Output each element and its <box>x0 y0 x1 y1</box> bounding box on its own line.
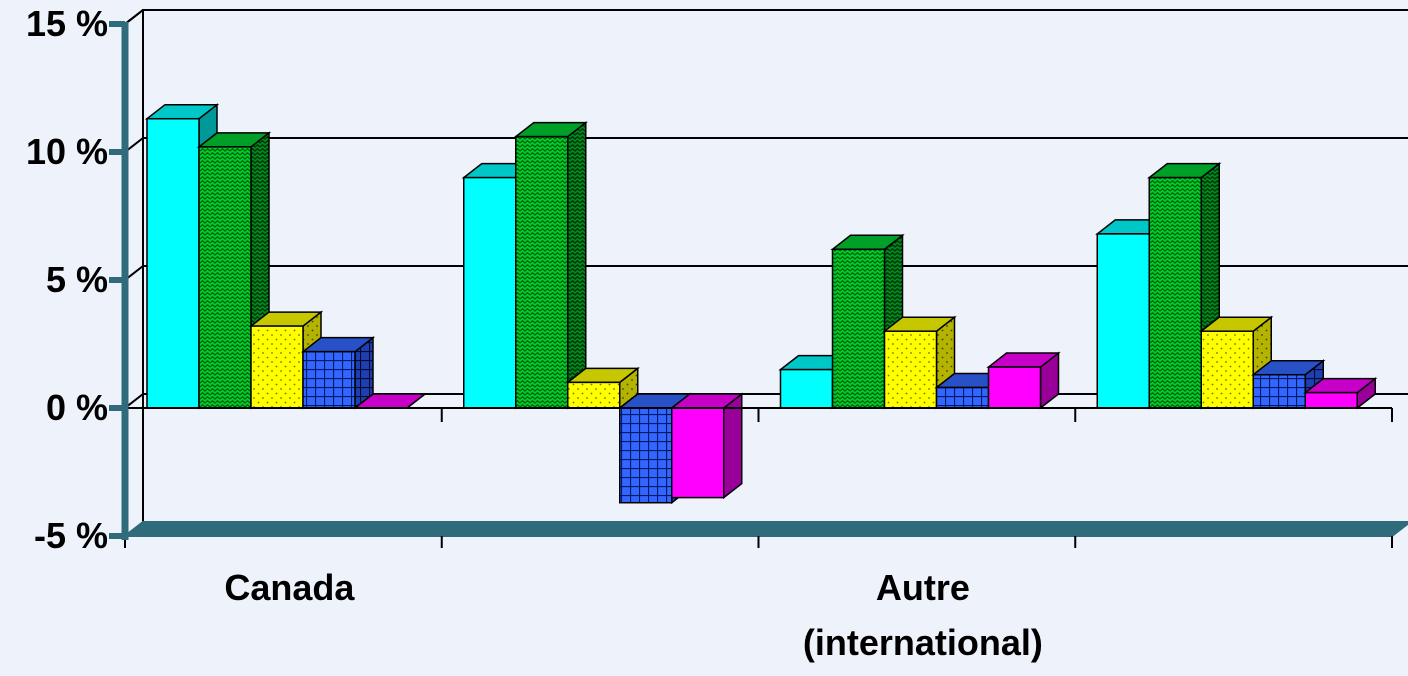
category-label: Autre <box>876 567 970 608</box>
bar-1-4 <box>669 392 744 500</box>
bar <box>302 350 356 409</box>
y-tick-label: 5 % <box>46 259 108 300</box>
bar <box>567 381 621 409</box>
bar <box>987 366 1042 409</box>
category-label: (international) <box>803 622 1043 663</box>
bar <box>1252 373 1306 409</box>
bar-1-2 <box>565 366 640 410</box>
bar-1-1 <box>513 121 588 410</box>
bar-side <box>723 392 743 500</box>
y-tick-labels: -5 % 0 % 5 % 10 % 15 % <box>26 3 108 556</box>
bar <box>619 407 673 504</box>
axes <box>109 21 1393 548</box>
bar-0-2 <box>248 310 324 410</box>
bar-0-4 <box>352 393 428 409</box>
bar-0-3 <box>300 336 376 410</box>
bar <box>146 117 200 409</box>
bar <box>671 407 725 499</box>
y-tick-label: 10 % <box>26 131 108 172</box>
bar <box>1148 176 1202 409</box>
gridline-side <box>124 9 144 25</box>
y-tick-label: 0 % <box>46 387 108 428</box>
y-tick-label: -5 % <box>34 515 108 556</box>
bar <box>935 386 990 409</box>
bar <box>779 368 834 409</box>
bar-3-4 <box>1303 377 1378 410</box>
bar <box>883 330 938 409</box>
bars <box>144 103 1378 505</box>
bar-2-4 <box>986 351 1061 410</box>
y-tick-label: 15 % <box>26 3 108 44</box>
bar-side <box>567 121 587 410</box>
bar <box>463 176 517 409</box>
bar <box>1200 330 1254 409</box>
bar <box>515 135 569 409</box>
bar <box>1096 233 1150 409</box>
floor <box>122 521 1408 537</box>
bar <box>831 248 886 409</box>
bar <box>1304 391 1358 409</box>
category-labels: Canada Autre (international) <box>224 567 1043 663</box>
bar <box>198 146 252 409</box>
category-label: Canada <box>224 567 355 608</box>
bar <box>250 325 304 409</box>
